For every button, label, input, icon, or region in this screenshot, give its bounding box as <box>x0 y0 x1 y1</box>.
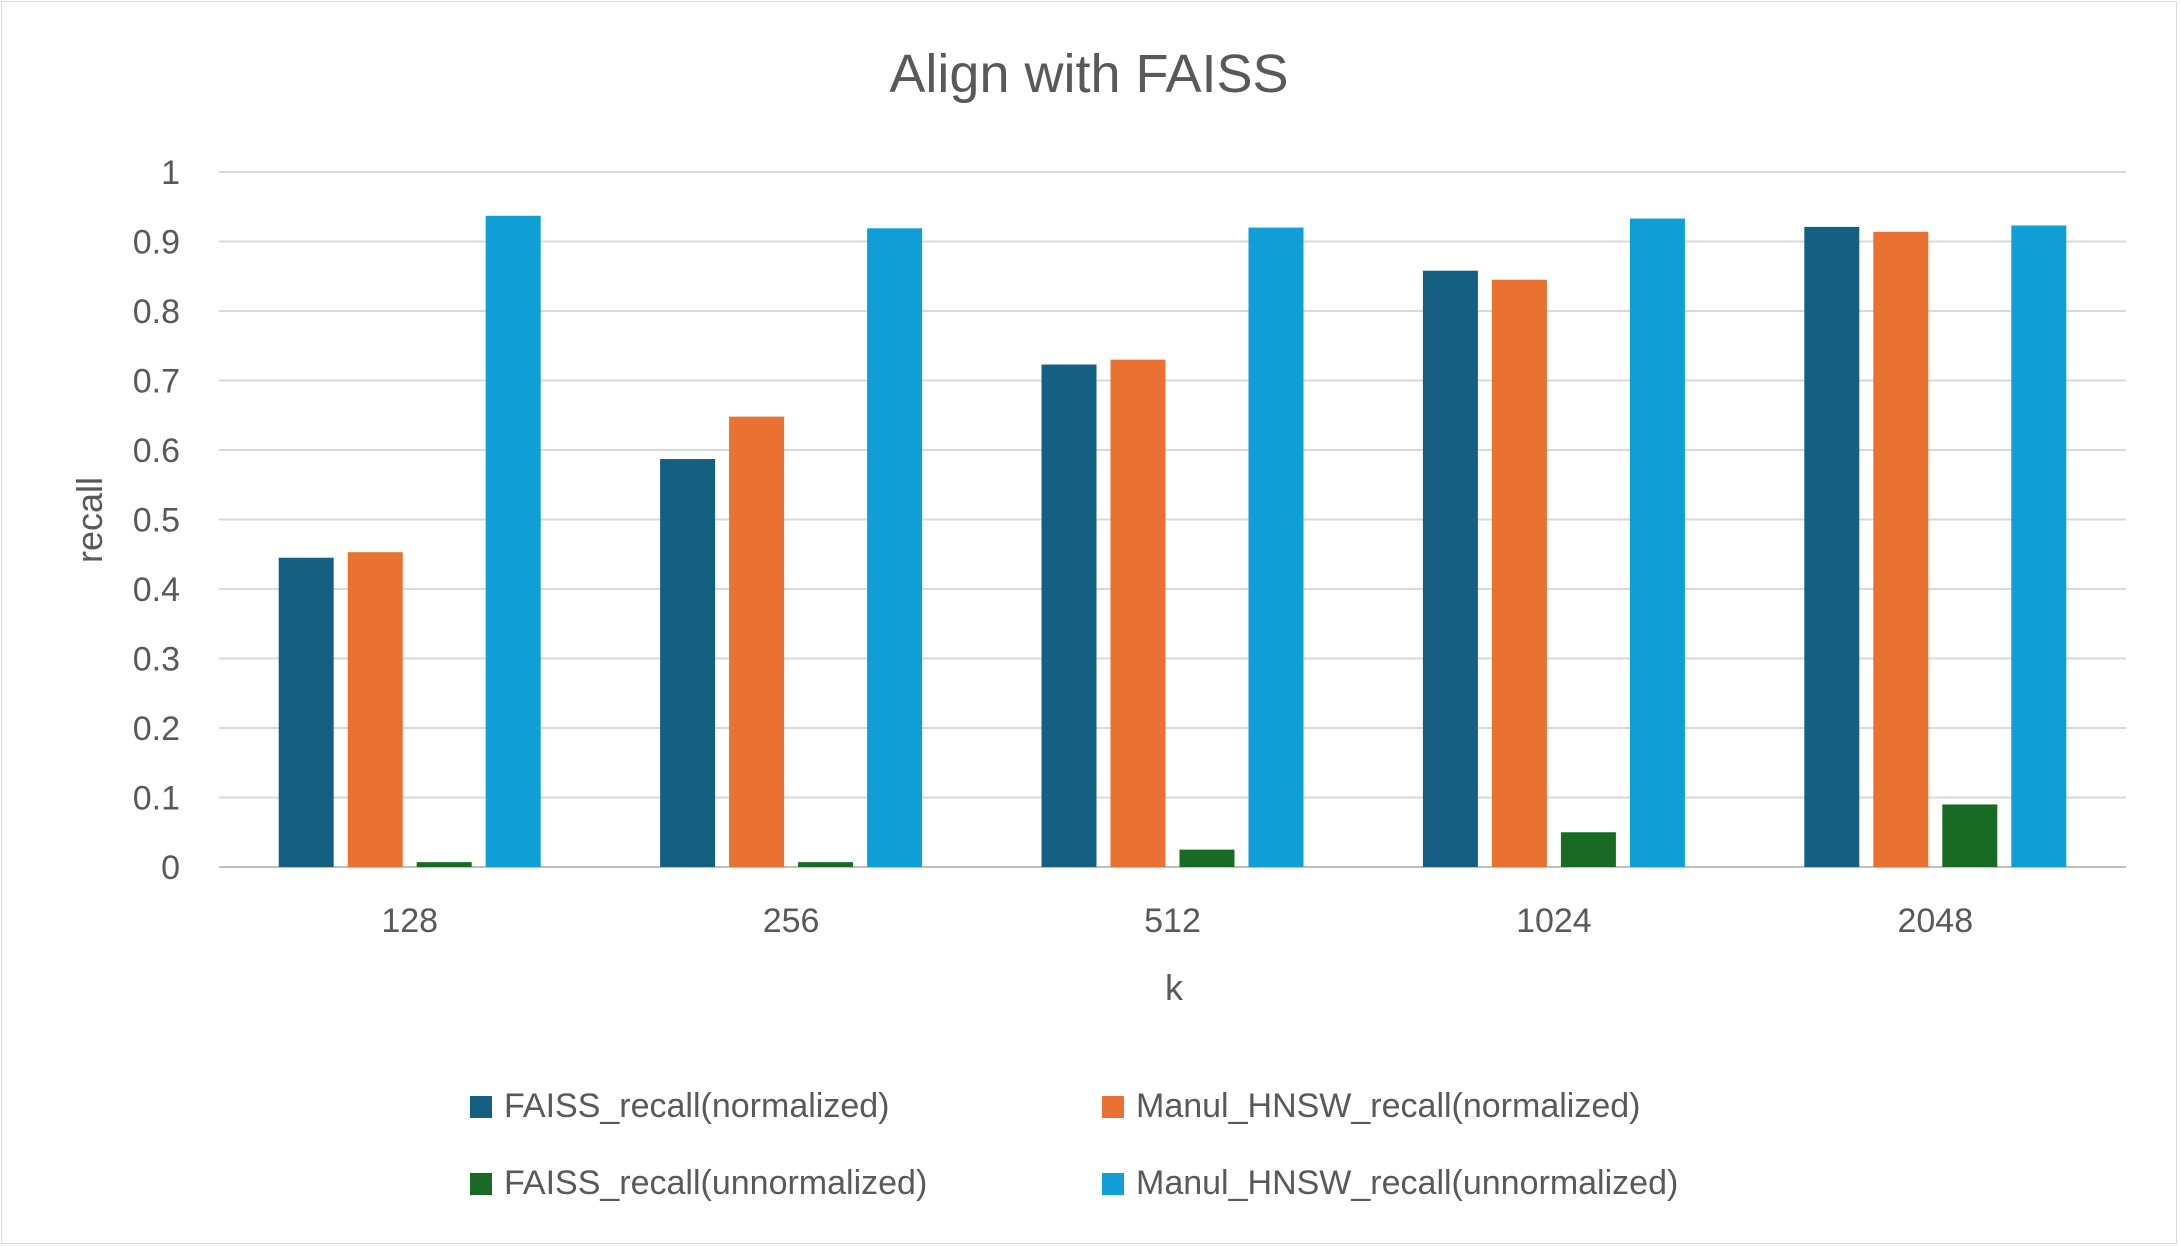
bar <box>798 862 854 867</box>
x-tick-label: 1024 <box>1516 902 1592 940</box>
y-tick-label: 0.8 <box>133 293 180 331</box>
bar <box>1873 231 1929 867</box>
y-tick-label: 0 <box>161 849 180 887</box>
bar <box>1041 364 1097 867</box>
y-tick-label: 0.5 <box>133 502 180 540</box>
bars <box>278 215 2067 868</box>
x-tick-label: 512 <box>1144 902 1201 940</box>
y-tick-label: 0.3 <box>133 641 180 679</box>
x-axis-label: k <box>1165 967 1184 1008</box>
y-tick-label: 0.2 <box>133 710 180 748</box>
y-tick-label: 0.9 <box>133 224 180 262</box>
x-tick-label: 128 <box>381 902 438 940</box>
y-tick-label: 0.4 <box>133 571 180 609</box>
bar <box>867 228 923 868</box>
bar <box>1491 279 1547 868</box>
x-tick-label: 2048 <box>1897 902 1973 940</box>
y-tick-label: 0.7 <box>133 363 180 401</box>
bar <box>729 416 785 867</box>
x-axis-ticks: 128 256 512 1024 2048 <box>381 902 1973 940</box>
y-tick-label: 1 <box>161 154 180 192</box>
bar <box>278 557 334 867</box>
bar <box>1422 270 1478 867</box>
bar <box>1179 849 1235 867</box>
bar <box>1248 227 1304 868</box>
bar <box>1804 226 1860 867</box>
y-axis-label: recall <box>69 477 110 563</box>
bar <box>1629 218 1685 867</box>
y-tick-label: 0.6 <box>133 432 180 470</box>
bar <box>1110 359 1166 867</box>
x-tick-label: 256 <box>763 902 820 940</box>
bar <box>2011 225 2067 867</box>
bar <box>1942 804 1998 867</box>
bar <box>347 552 403 867</box>
chart-title: Align with FAISS <box>889 44 1288 104</box>
bar <box>485 215 541 867</box>
bar <box>416 862 472 867</box>
bar <box>660 459 716 867</box>
y-tick-label: 0.1 <box>133 780 180 818</box>
bar <box>1560 832 1616 867</box>
y-axis-ticks: 0 0.1 0.2 0.3 0.4 0.5 0.6 0.7 0.8 0.9 1 <box>133 154 180 887</box>
